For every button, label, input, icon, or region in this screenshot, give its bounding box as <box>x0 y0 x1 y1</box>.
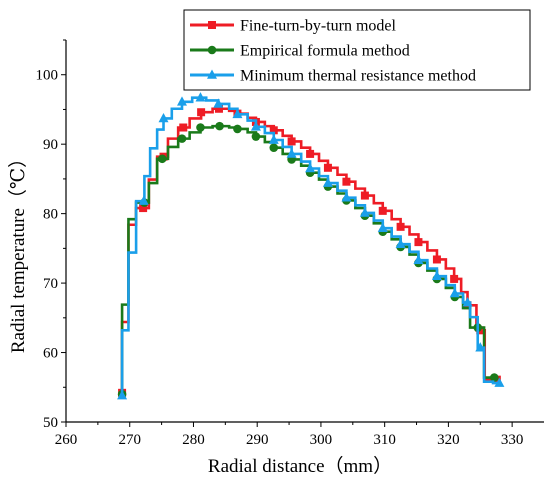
data-point-triangle <box>250 121 261 131</box>
y-axis-ticks: 50 60 70 80 90 100 <box>36 39 66 431</box>
data-point-triangle <box>462 297 473 307</box>
data-point-square <box>269 126 278 135</box>
y-tick-label: 50 <box>43 415 58 431</box>
data-point-triangle <box>449 288 460 298</box>
data-point-triangle <box>494 377 505 387</box>
data-point-triangle <box>176 96 187 106</box>
x-tick-label: 320 <box>437 432 460 448</box>
data-point-square <box>342 177 351 186</box>
data-point-triangle <box>158 112 169 123</box>
x-axis-label: Radial distance（mm） <box>208 455 392 477</box>
data-point-triangle <box>207 69 217 79</box>
data-point-square <box>378 206 387 215</box>
data-point-circle <box>196 123 205 132</box>
data-point-triangle <box>213 98 224 108</box>
data-point-square <box>450 274 459 283</box>
data-point-triangle <box>195 92 206 102</box>
y-tick-label: 60 <box>43 346 58 362</box>
data-point-circle <box>233 124 242 134</box>
series-3 <box>117 92 505 400</box>
data-point-square <box>306 149 315 158</box>
legend-label: Minimum thermal resistance method <box>240 68 476 85</box>
x-tick-label: 270 <box>118 432 141 448</box>
data-point-circle <box>251 132 261 141</box>
data-point-square <box>287 137 296 146</box>
data-point-circle <box>157 154 167 164</box>
legend-label: Fine-turn-by-turn model <box>240 18 397 35</box>
data-point-square <box>197 108 206 117</box>
series-layer <box>117 92 505 400</box>
x-tick-label: 330 <box>501 432 524 448</box>
data-point-square <box>323 163 332 172</box>
y-tick-label: 70 <box>43 276 58 292</box>
x-axis-ticks: 260 270 280 290 300 310 320 330 <box>55 422 524 448</box>
x-tick-label: 280 <box>182 432 205 448</box>
data-point-triangle <box>395 238 406 248</box>
data-point-triangle <box>475 342 486 352</box>
data-point-square <box>208 21 216 29</box>
data-point-square <box>214 104 223 113</box>
data-point-square <box>139 204 148 213</box>
data-point-triangle <box>305 162 316 173</box>
data-point-circle <box>215 121 224 131</box>
data-point-triangle <box>117 390 128 400</box>
data-point-square <box>396 222 405 231</box>
data-point-triangle <box>413 254 424 264</box>
y-axis-label: Radial temperature（℃） <box>7 149 29 353</box>
data-point-triangle <box>286 148 297 158</box>
legend-label: Empirical formula method <box>240 43 410 60</box>
data-point-circle <box>207 45 217 55</box>
y-tick-label: 80 <box>43 207 58 223</box>
data-point-triangle <box>138 195 149 205</box>
data-point-triangle <box>377 222 388 233</box>
data-point-triangle <box>341 192 352 202</box>
data-point-square <box>432 255 441 264</box>
series-1 <box>118 104 501 397</box>
data-point-triangle <box>232 108 243 119</box>
data-point-circle <box>489 373 499 382</box>
x-tick-label: 300 <box>310 432 333 448</box>
plot-frame <box>65 40 544 423</box>
x-tick-label: 260 <box>55 432 78 448</box>
data-point-triangle <box>322 177 333 187</box>
legend-box <box>183 9 531 91</box>
data-point-triangle <box>431 270 442 280</box>
y-tick-label: 90 <box>43 137 58 153</box>
data-point-square <box>414 238 423 247</box>
x-tick-label: 310 <box>373 432 396 448</box>
data-point-triangle <box>268 134 279 144</box>
legend: Fine-turn-by-turn model Empirical formula… <box>183 9 531 91</box>
data-point-circle <box>269 143 279 152</box>
data-point-circle <box>177 134 187 143</box>
data-point-triangle <box>359 207 370 217</box>
data-point-square <box>360 191 369 200</box>
data-point-square <box>179 123 188 132</box>
y-tick-label: 100 <box>36 68 59 84</box>
x-tick-label: 290 <box>246 432 269 448</box>
